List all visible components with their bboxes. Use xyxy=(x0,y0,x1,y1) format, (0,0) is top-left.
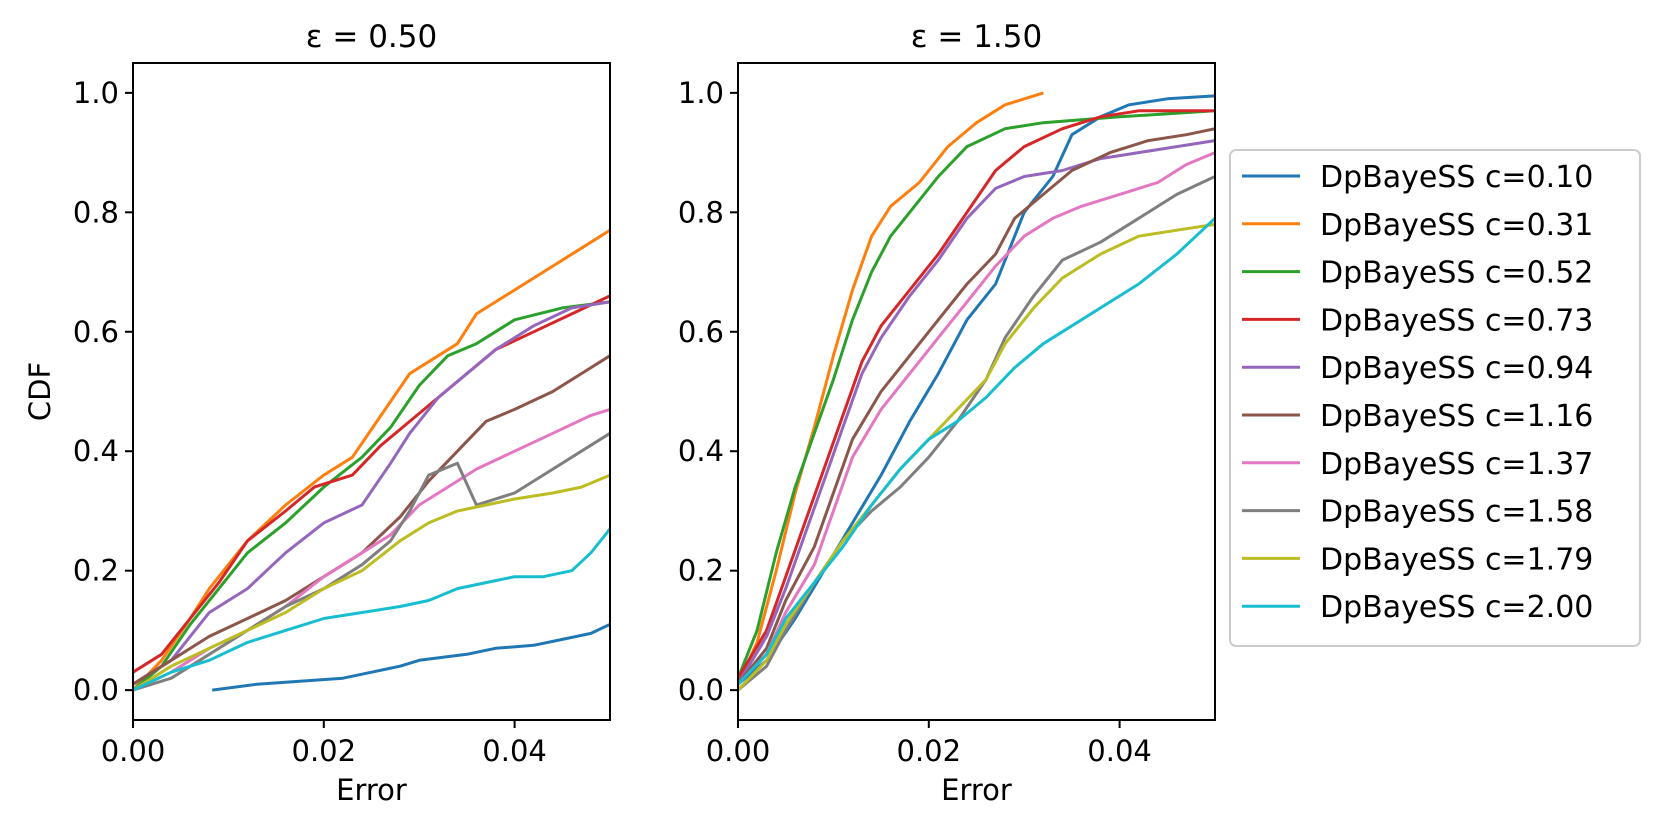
panel-title: ε = 0.50 xyxy=(306,19,437,55)
y-tick-label: 0.6 xyxy=(678,315,724,349)
y-tick-label: 0.2 xyxy=(73,554,119,588)
series-line-dpbayess-c-0-94 xyxy=(738,139,1215,685)
x-tick-label: 0.04 xyxy=(482,734,547,768)
legend: DpBayeSS c=0.10 DpBayeSS c=0.31 DpBayeSS c… xyxy=(1229,149,1641,647)
x-tick-label: 0.04 xyxy=(1087,734,1152,768)
legend-label: DpBayeSS c=0.10 xyxy=(1320,160,1593,195)
axes-frame xyxy=(737,62,1216,721)
series-line-dpbayess-c-2-00 xyxy=(738,217,1215,686)
y-tick-label: 0.8 xyxy=(678,195,724,229)
legend-label: DpBayeSS c=1.79 xyxy=(1320,542,1593,577)
series-line-dpbayess-c-1-58 xyxy=(133,432,610,692)
series-line-dpbayess-c-2-00 xyxy=(133,527,610,692)
series-line-dpbayess-c-1-58 xyxy=(738,175,1215,692)
legend-box xyxy=(1229,149,1641,647)
legend-label: DpBayeSS c=0.31 xyxy=(1320,208,1593,243)
series-line-dpbayess-c-1-16 xyxy=(133,354,610,686)
x-tick-label: 0.00 xyxy=(706,734,771,768)
series-line-dpbayess-c-0-52 xyxy=(738,109,1215,679)
series-line-dpbayess-c-0-73 xyxy=(133,294,610,674)
y-tick-label: 0.4 xyxy=(678,434,724,468)
legend-label: DpBayeSS c=0.94 xyxy=(1320,351,1593,386)
legend-label: DpBayeSS c=1.16 xyxy=(1320,399,1593,434)
y-tick-label: 0.6 xyxy=(73,315,119,349)
series-line-dpbayess-c-1-79 xyxy=(133,473,610,692)
series-line-dpbayess-c-1-37 xyxy=(133,407,610,692)
series-line-dpbayess-c-0-94 xyxy=(133,300,610,686)
panel-epsilon-0-50: 0.00 0.02 0.04 0.0 0.2 0.4 0.6 0.8 1.0 ε = 0.50 Er… xyxy=(23,19,611,807)
legend-label: DpBayeSS c=2.00 xyxy=(1320,590,1593,625)
legend-label: DpBayeSS c=1.58 xyxy=(1320,495,1593,530)
legend-label: DpBayeSS c=0.52 xyxy=(1320,256,1593,291)
axes-frame xyxy=(132,62,611,721)
panel-title: ε = 1.50 xyxy=(911,19,1042,55)
series-line-dpbayess-c-1-37 xyxy=(738,151,1215,686)
y-tick-label: 1.0 xyxy=(678,76,724,110)
x-axis-label: Error xyxy=(941,773,1012,807)
series-line-dpbayess-c-0-31 xyxy=(133,228,610,692)
y-tick-label: 0.4 xyxy=(73,434,119,468)
y-tick-label: 0.2 xyxy=(678,554,724,588)
series-line-dpbayess-c-1-79 xyxy=(738,222,1215,692)
y-tick-label: 0.0 xyxy=(678,673,724,707)
series-line-dpbayess-c-1-16 xyxy=(738,127,1215,686)
x-tick-label: 0.02 xyxy=(292,734,357,768)
series-line-dpbayess-c-0-10 xyxy=(212,623,610,692)
series-line-dpbayess-c-0-31 xyxy=(738,91,1044,685)
y-axis-label: CDF xyxy=(23,362,57,421)
x-tick-label: 0.02 xyxy=(897,734,962,768)
y-tick-label: 1.0 xyxy=(73,76,119,110)
legend-label: DpBayeSS c=1.37 xyxy=(1320,447,1593,482)
x-tick-label: 0.00 xyxy=(101,734,166,768)
y-tick-label: 0.0 xyxy=(73,673,119,707)
x-axis-label: Error xyxy=(336,773,407,807)
y-tick-label: 0.8 xyxy=(73,195,119,229)
series-line-dpbayess-c-0-73 xyxy=(738,109,1215,679)
panel-epsilon-1-50: 0.00 0.02 0.04 0.0 0.2 0.4 0.6 0.8 1.0 ε = 1.50 Er… xyxy=(678,19,1216,807)
legend-label: DpBayeSS c=0.73 xyxy=(1320,303,1593,338)
series-line-dpbayess-c-0-10 xyxy=(738,94,1215,686)
series-line-dpbayess-c-0-52 xyxy=(133,300,610,692)
